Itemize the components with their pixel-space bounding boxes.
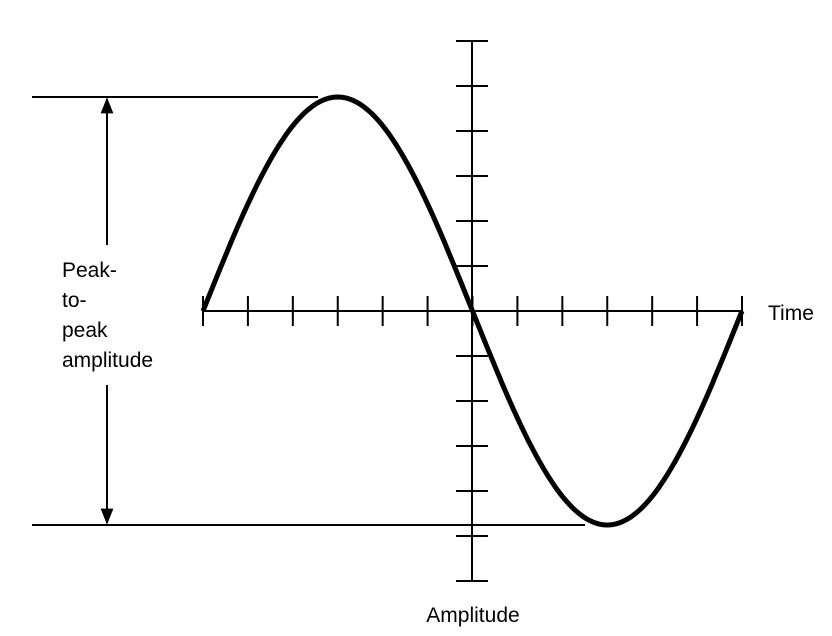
- peak-to-peak-label-3: peak: [62, 319, 108, 342]
- peak-to-peak-label-2: to-: [62, 289, 87, 312]
- y-axis-label: Amplitude: [426, 604, 519, 627]
- peak-to-peak-label-4: amplitude: [62, 349, 153, 372]
- x-axis-label: Time: [768, 302, 814, 325]
- sine-wave: [200, 94, 745, 528]
- peak-to-peak-label-1: Peak-: [62, 259, 117, 282]
